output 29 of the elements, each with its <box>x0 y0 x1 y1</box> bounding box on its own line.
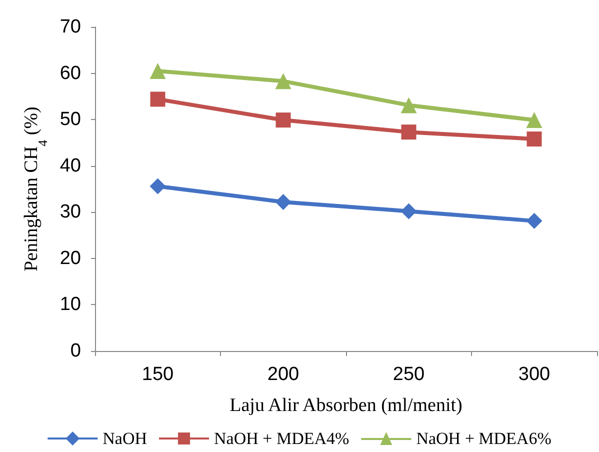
point <box>276 112 291 128</box>
legend-label: NaOH <box>102 429 148 448</box>
point <box>526 112 542 128</box>
x-tick-label: 150 <box>142 364 174 385</box>
legend-label: NaOH + MDEA6% <box>416 429 552 448</box>
point <box>275 73 292 90</box>
point <box>400 97 417 114</box>
y-tick-label: 30 <box>60 202 81 223</box>
y-tick-label: 60 <box>60 62 81 84</box>
y-tick-label: 20 <box>60 248 81 269</box>
point <box>150 62 166 79</box>
y-tick-label: 40 <box>60 155 81 176</box>
x-axis-title: Laju Alir Absorben (ml/menit) <box>230 395 462 416</box>
y-axis-title: Peningkatan CH4 (%) <box>20 106 50 272</box>
x-tick-label: 300 <box>518 364 550 385</box>
x-tick-label: 250 <box>392 364 425 385</box>
y-tick-label: 50 <box>60 109 81 130</box>
point <box>150 178 166 194</box>
point <box>526 212 542 229</box>
y-tick-label: 0 <box>70 340 81 362</box>
point <box>275 194 292 210</box>
y-tick-label: 10 <box>60 294 81 316</box>
y-tick-label: 70 <box>60 16 81 38</box>
x-tick-label: 200 <box>267 364 300 385</box>
point <box>400 203 417 220</box>
point <box>150 92 166 107</box>
legend-label: NaOH + MDEA4% <box>214 429 350 448</box>
point <box>526 132 542 147</box>
point <box>401 124 416 140</box>
